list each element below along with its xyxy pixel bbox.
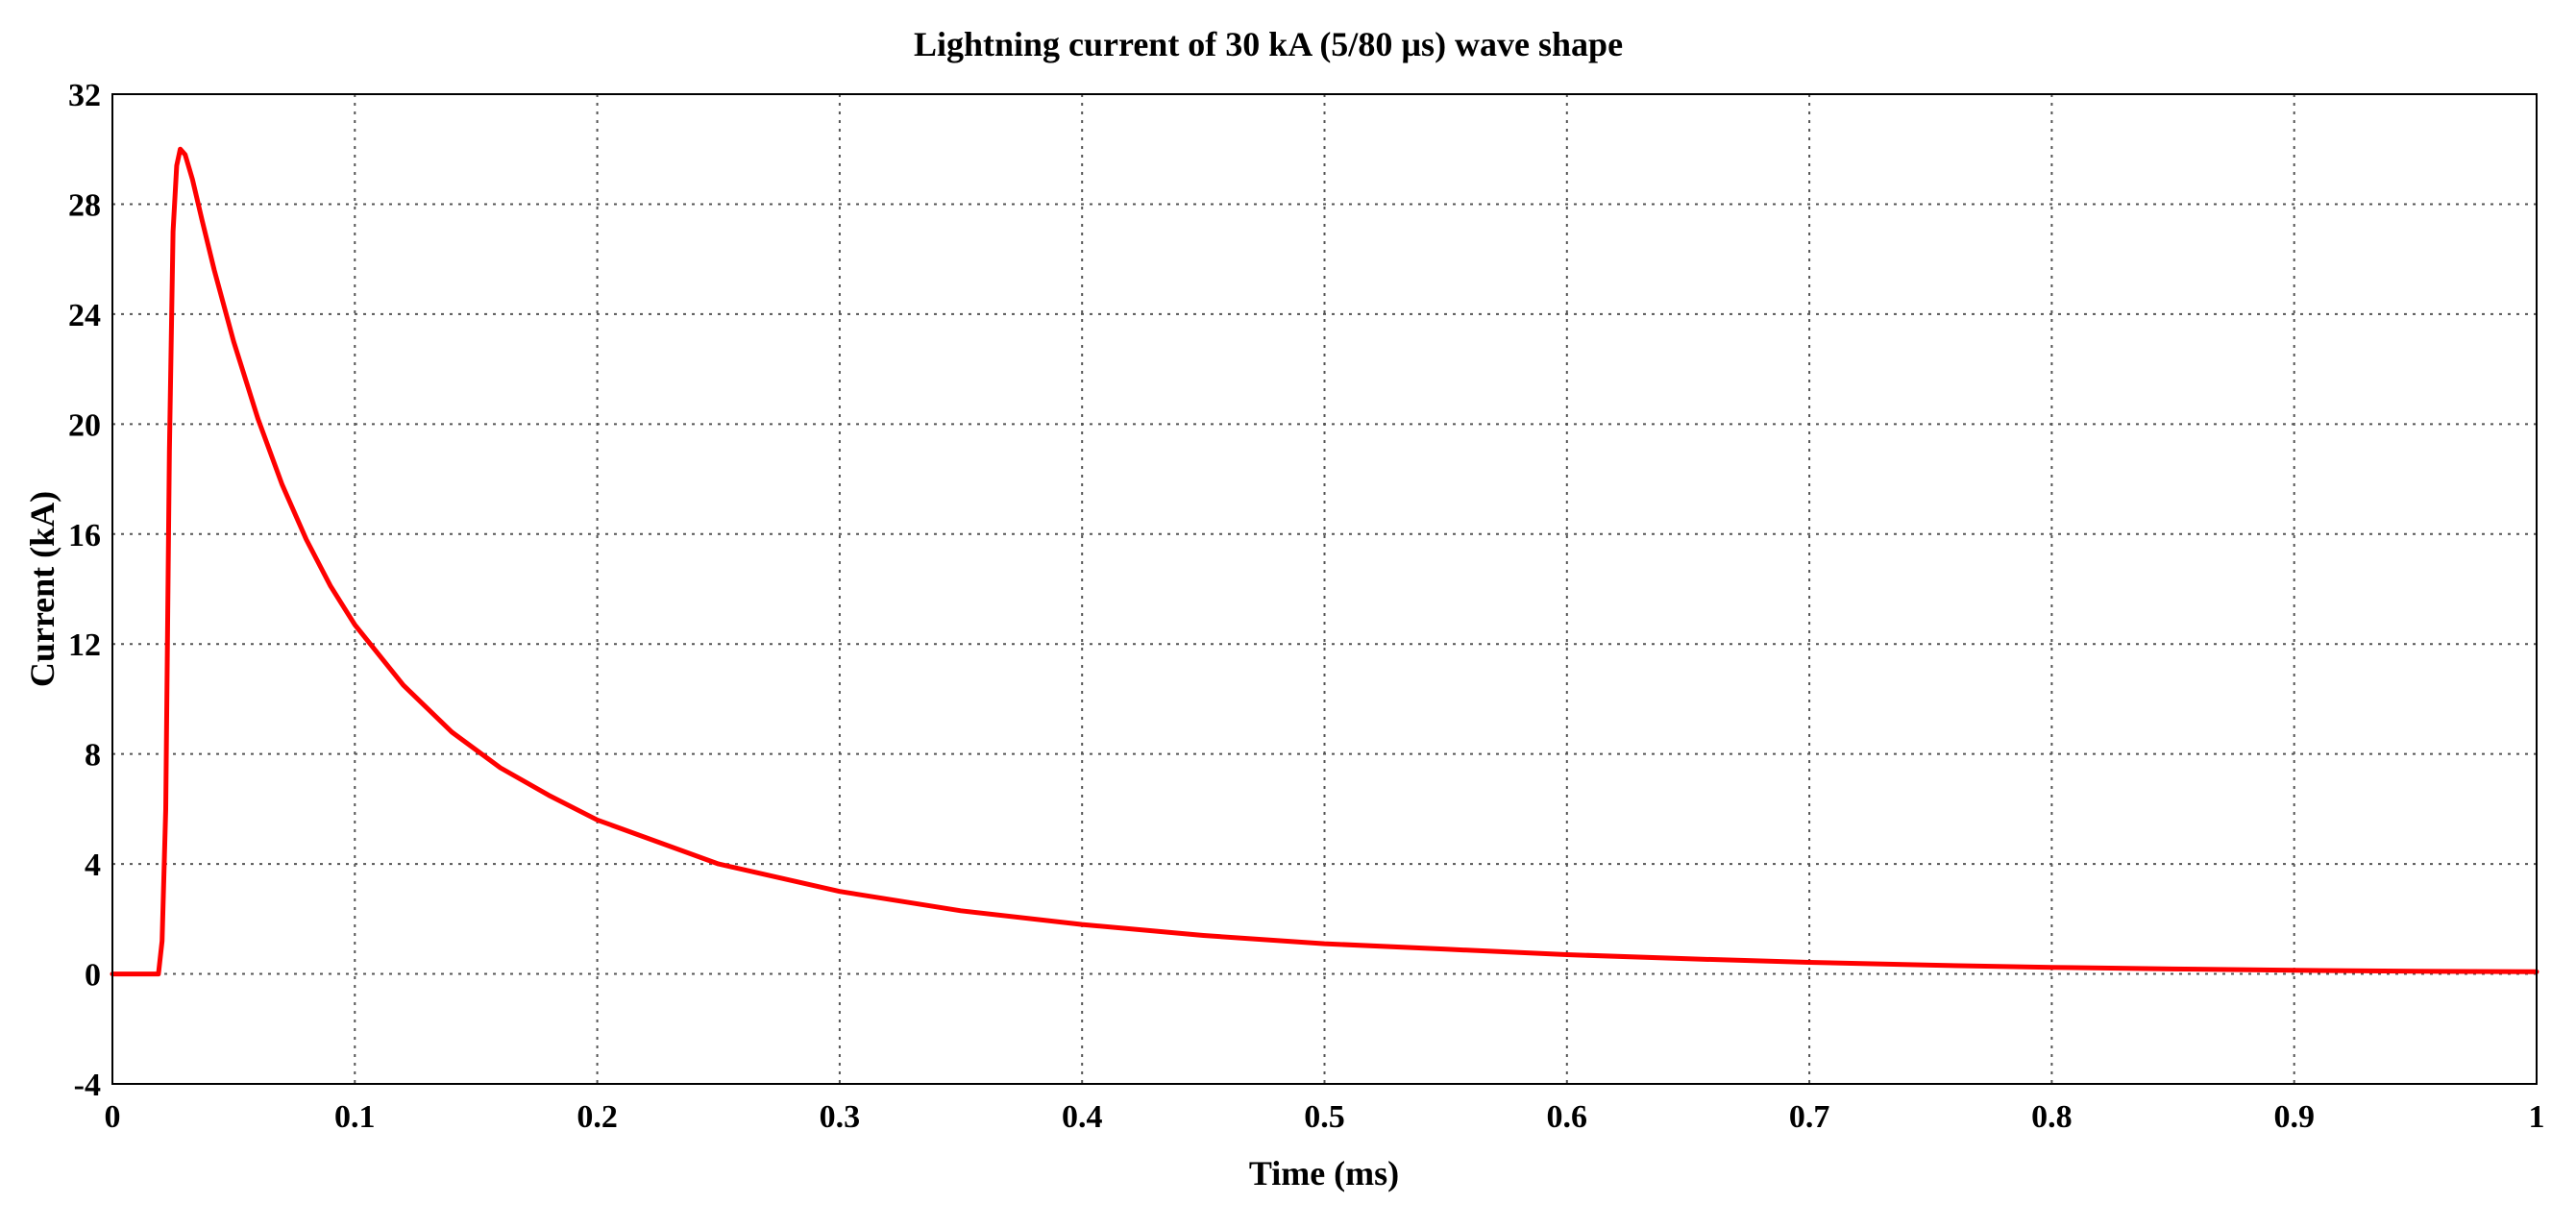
x-tick-label: 0.5 <box>1304 1099 1345 1135</box>
y-tick-label: 20 <box>68 407 101 443</box>
y-tick-label: 4 <box>85 848 101 883</box>
y-tick-label: 0 <box>85 958 101 994</box>
x-tick-label: 0.9 <box>2273 1099 2315 1135</box>
x-tick-label: 0.1 <box>334 1099 376 1135</box>
plot-frame <box>111 93 2538 1085</box>
x-tick-label: 0.3 <box>820 1099 861 1135</box>
y-tick-label: 16 <box>68 518 101 553</box>
x-tick-label: 0.8 <box>2031 1099 2073 1135</box>
x-axis-title: Time (ms) <box>1249 1154 1399 1192</box>
x-tick-label: 0.7 <box>1789 1099 1830 1135</box>
grid-lines <box>112 94 2537 1084</box>
x-tick-label: 0.2 <box>577 1099 618 1135</box>
chart-title: Lightning current of 30 kA (5/80 µs) wav… <box>914 25 1623 63</box>
y-tick-label: 32 <box>68 78 101 113</box>
y-tick-label: 12 <box>68 627 101 663</box>
x-tick-label: 0 <box>105 1099 121 1135</box>
y-tick-label: 8 <box>85 738 101 774</box>
x-tick-label: 0.6 <box>1547 1099 1588 1135</box>
x-tick-label: 1 <box>2529 1099 2545 1135</box>
series-layer <box>110 146 2539 977</box>
series-line <box>110 146 2539 977</box>
x-tick-label: 0.4 <box>1062 1099 1103 1135</box>
y-tick-label: 24 <box>68 298 101 333</box>
y-tick-label: -4 <box>74 1068 101 1103</box>
x-axis-ticks: 0 0.1 0.2 0.3 0.4 0.5 0.6 0.7 0.8 0.9 1 <box>105 1099 2545 1135</box>
y-axis-ticks: 32 28 24 20 16 12 8 4 0 -4 <box>68 78 101 1103</box>
y-axis-title: Current (kA) <box>23 491 61 687</box>
y-tick-label: 28 <box>68 187 101 223</box>
